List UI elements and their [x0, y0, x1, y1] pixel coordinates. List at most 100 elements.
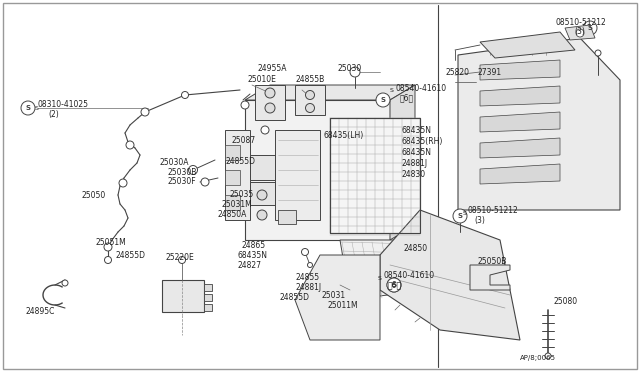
Circle shape	[305, 90, 314, 99]
Text: 25087: 25087	[231, 135, 255, 144]
Text: 25030A: 25030A	[160, 157, 189, 167]
Polygon shape	[245, 100, 390, 240]
Polygon shape	[250, 155, 275, 180]
Polygon shape	[480, 164, 560, 184]
Polygon shape	[225, 195, 240, 210]
Circle shape	[576, 29, 584, 37]
Circle shape	[583, 21, 597, 35]
Polygon shape	[565, 25, 595, 40]
Text: 〈6〉: 〈6〉	[388, 280, 402, 289]
Text: S: S	[392, 282, 397, 288]
Text: 25035: 25035	[229, 189, 253, 199]
Circle shape	[104, 257, 111, 263]
Text: 24895C: 24895C	[25, 308, 54, 317]
Text: 25080: 25080	[553, 298, 577, 307]
Polygon shape	[255, 85, 285, 120]
Circle shape	[141, 108, 149, 116]
Text: 25011M: 25011M	[328, 301, 358, 311]
Text: 24955A: 24955A	[258, 64, 287, 73]
Text: 24881J: 24881J	[296, 283, 322, 292]
Polygon shape	[295, 85, 325, 115]
Text: (3): (3)	[574, 26, 585, 35]
Circle shape	[307, 263, 312, 267]
Text: 25820: 25820	[445, 67, 469, 77]
Text: 25030F: 25030F	[168, 176, 196, 186]
Polygon shape	[480, 60, 560, 80]
Text: 08310-41025: 08310-41025	[38, 99, 89, 109]
Text: 〈6〉: 〈6〉	[400, 93, 414, 103]
Bar	[330, 118, 420, 233]
Circle shape	[126, 141, 134, 149]
Circle shape	[387, 278, 401, 292]
Text: S: S	[35, 106, 39, 110]
Polygon shape	[470, 265, 510, 290]
Text: 25031M: 25031M	[221, 199, 252, 208]
Circle shape	[62, 280, 68, 286]
Circle shape	[265, 103, 275, 113]
Bar	[330, 118, 420, 233]
Text: S: S	[463, 211, 467, 215]
Text: 68435N: 68435N	[402, 148, 432, 157]
Circle shape	[265, 88, 275, 98]
Circle shape	[595, 50, 601, 56]
Circle shape	[387, 278, 401, 292]
Text: 24850: 24850	[404, 244, 428, 253]
Circle shape	[301, 248, 308, 256]
Text: 27391: 27391	[478, 67, 502, 77]
Text: 24855D: 24855D	[280, 294, 310, 302]
Circle shape	[201, 178, 209, 186]
Text: 08540-41610: 08540-41610	[396, 83, 447, 93]
Polygon shape	[225, 170, 240, 185]
Text: 68435(RH): 68435(RH)	[402, 137, 444, 145]
Text: S: S	[392, 282, 397, 288]
Polygon shape	[480, 138, 560, 158]
Circle shape	[104, 243, 112, 251]
Circle shape	[189, 166, 198, 174]
Circle shape	[119, 179, 127, 187]
Text: (3): (3)	[474, 215, 485, 224]
Circle shape	[376, 93, 390, 107]
Circle shape	[21, 101, 35, 115]
Text: S: S	[381, 97, 385, 103]
Polygon shape	[340, 240, 425, 300]
Circle shape	[261, 126, 269, 134]
Bar	[162, 280, 204, 312]
Polygon shape	[225, 130, 250, 220]
Circle shape	[257, 190, 267, 200]
Text: 24865: 24865	[242, 241, 266, 250]
Polygon shape	[480, 32, 575, 58]
Text: 08510-51212: 08510-51212	[555, 17, 605, 26]
Text: S: S	[458, 213, 463, 219]
Text: 25051M: 25051M	[95, 237, 125, 247]
Circle shape	[453, 209, 467, 223]
Circle shape	[257, 210, 267, 220]
Text: 24850A: 24850A	[218, 209, 248, 218]
Text: 25030: 25030	[338, 64, 362, 73]
Bar	[278, 210, 296, 224]
Polygon shape	[295, 255, 380, 340]
Text: 25030B: 25030B	[168, 167, 197, 176]
Polygon shape	[458, 38, 620, 210]
Circle shape	[350, 67, 360, 77]
Text: 24827: 24827	[238, 260, 262, 269]
Text: 24881J: 24881J	[402, 158, 428, 167]
Text: 68435N: 68435N	[238, 250, 268, 260]
Text: 24855B: 24855B	[296, 74, 325, 83]
Text: 25050: 25050	[82, 190, 106, 199]
Text: S: S	[588, 25, 593, 31]
Polygon shape	[480, 86, 560, 106]
Polygon shape	[480, 112, 560, 132]
Text: (2): (2)	[48, 109, 59, 119]
Text: 25220E: 25220E	[165, 253, 194, 262]
Text: S: S	[390, 87, 394, 93]
Text: 24855: 24855	[296, 273, 320, 282]
Text: 24855D: 24855D	[115, 250, 145, 260]
Bar	[204, 304, 212, 311]
Text: 25010E: 25010E	[248, 74, 277, 83]
Circle shape	[241, 101, 249, 109]
Text: 25050B: 25050B	[477, 257, 506, 266]
Circle shape	[179, 257, 186, 263]
Text: 68435N: 68435N	[402, 125, 432, 135]
Text: 24855D: 24855D	[226, 157, 256, 166]
Text: 25031: 25031	[322, 291, 346, 299]
